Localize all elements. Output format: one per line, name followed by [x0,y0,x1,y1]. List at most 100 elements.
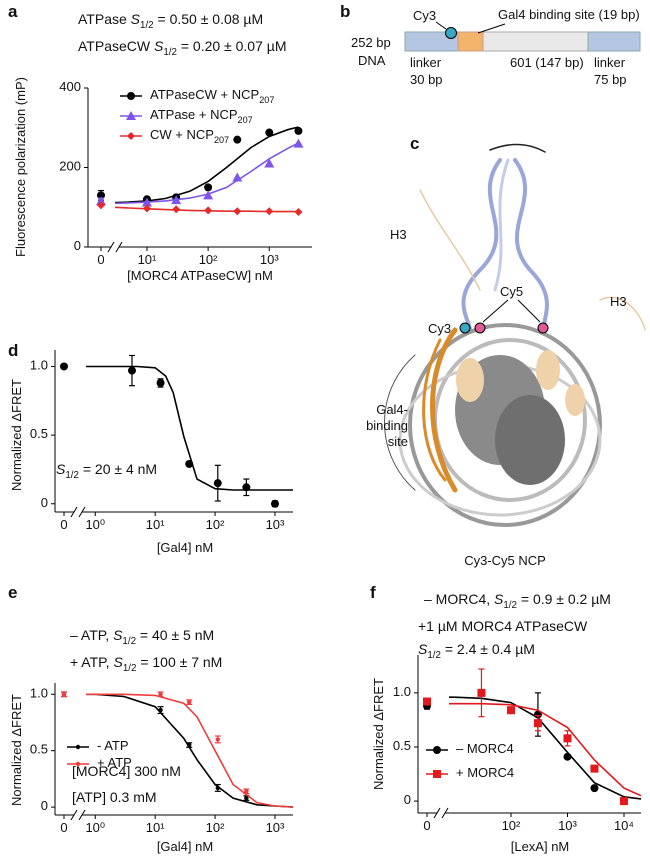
axis-break [78,809,86,821]
chart: a ATPase S1/2 = 0.50 ± 0.08 µM ATPaseCW S1… [8,2,312,283]
annotation: S1/2 = 20 ± 4 nM [56,461,157,481]
y-tick-label: 1.0 [30,358,48,373]
x-axis-label: [Gal4] nM [157,839,213,854]
y-tick-label: 1.0 [393,684,411,699]
x-tick-label: 10³ [260,252,279,267]
marker [204,183,213,192]
core-label: 601 (147 bp) [510,55,584,70]
marker [156,378,165,387]
marker [293,138,304,148]
linker-label: 30 bp [410,72,443,87]
panel-label: d [8,341,18,360]
x-tick-label: 10² [199,252,218,267]
axis-break [70,809,78,821]
y-tick-label: 200 [59,159,81,174]
panel-label: a [8,2,18,21]
y-tick-label: 0 [74,238,81,253]
marker [533,710,542,719]
legend-label: ATPase + NCP207 [150,107,253,125]
x-tick-label: 0 [423,818,430,833]
marker [265,128,274,137]
axis-break [70,506,78,518]
linker-label: linker [410,55,442,70]
x-tick-label: 10³ [558,818,577,833]
y-axis-label: Normalized ΔFRET [371,678,386,790]
legend-marker [433,770,441,778]
marker [215,737,220,742]
panel-label: c [410,134,419,153]
y-tick-label: 1.0 [30,686,48,701]
x-tick-label: 10² [206,820,225,835]
y-tick-label: 0 [404,793,411,808]
arrow [477,23,506,34]
marker [506,706,515,715]
y-tick-label: 0 [41,495,48,510]
y-axis-label: Normalized ΔFRET [9,379,24,491]
marker [142,204,151,213]
structure-caption: Cy3-Cy5 NCP [464,553,546,568]
legend-marker [75,761,81,767]
axis-break [433,807,441,819]
x-tick-label: 10¹ [146,820,165,835]
annotation: ATPaseCW S1/2 = 0.20 ± 0.07 µM [78,38,287,58]
h3-label: H3 [390,227,407,242]
cy5-label: Cy5 [500,284,523,299]
marker [590,784,599,793]
marker [423,697,431,706]
structure: c H3 H3 Cy5 [366,134,646,568]
gal4-segment [457,31,484,52]
legend-label: CW + NCP207 [150,127,229,145]
x-tick-label: 10² [502,818,521,833]
annotation: + ATP, S1/2 = 100 ± 7 nM [70,654,222,674]
marker [158,692,163,697]
marker [264,158,275,168]
legend-label: - ATP [97,738,129,753]
marker [185,459,194,468]
y-tick-label: 0.5 [30,742,48,757]
chart: f – MORC4, S1/2 = 0.9 ± 0.2 µM +1 µM MORC4… [370,583,642,854]
x-tick-label: 10⁰ [85,820,105,835]
fit-curve [86,693,294,808]
marker [203,190,214,200]
marker [171,195,182,205]
panel-label: e [8,583,17,602]
legend-label: + MORC4 [456,765,514,780]
marker [590,764,599,773]
x-tick-label: 10¹ [138,252,157,267]
axis-break [78,506,86,518]
axis-break [115,241,123,253]
marker [233,207,242,216]
marker [265,207,274,216]
panel-label: b [340,2,350,21]
marker [477,688,486,697]
marker [215,785,220,791]
legend-label: – MORC4 [456,741,514,756]
x-tick-label: 10⁴ [614,818,634,833]
marker [97,191,105,200]
x-tick-label: 10² [206,517,225,532]
y-tick-label: 0.5 [393,738,411,753]
marker [270,499,279,508]
legend-marker [433,746,441,754]
gal4-label: Gal4 binding site (19 bp) [498,7,640,22]
marker [127,366,136,375]
x-tick-label: 0 [60,820,67,835]
legend-marker [127,132,135,140]
marker [61,692,67,697]
y-axis-label: Fluorescence polarization (mP) [13,77,28,257]
y-tick-label: 0 [41,799,48,814]
axis-break [107,241,115,253]
linker-segment [587,31,641,52]
marker [204,206,213,215]
dna-label: DNA [358,53,386,68]
gal4-label: site [388,434,408,449]
marker [244,789,249,794]
annotation: S1/2 = 2.4 ± 0.4 µM [418,641,535,661]
chart: e – ATP, S1/2 = 40 ± 5 nM + ATP, S1/2 = 10… [8,583,294,854]
legend-label: + ATP [97,755,132,770]
marker [563,752,572,761]
marker [233,135,242,144]
marker [187,699,192,705]
x-axis-label: [MORC4 ATPaseCW] nM [127,268,273,283]
